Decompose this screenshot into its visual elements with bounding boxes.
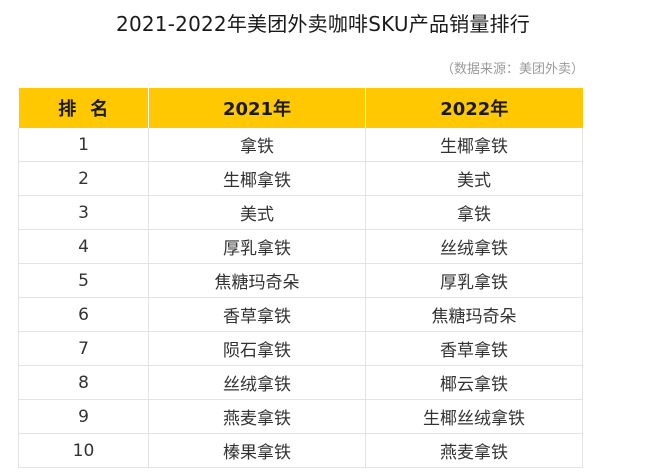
product-2022-cell: 椰云拿铁 — [365, 365, 583, 400]
rank-cell: 9 — [18, 399, 149, 434]
table-row: 5 焦糖玛奇朵 厚乳拿铁 — [18, 263, 583, 298]
table-row: 7 陨石拿铁 香草拿铁 — [18, 331, 583, 366]
header-row: 排名 2021年 2022年 — [18, 88, 583, 128]
data-source-note: （数据来源：美团外卖） — [440, 62, 584, 77]
rank-cell: 2 — [18, 161, 149, 196]
rank-cell: 7 — [18, 331, 149, 366]
product-2021-cell: 丝绒拿铁 — [148, 365, 366, 400]
product-2021-cell: 榛果拿铁 — [148, 433, 366, 468]
rank-cell: 6 — [18, 297, 149, 332]
page-title: 2021-2022年美团外卖咖啡SKU产品销量排行 — [116, 12, 530, 36]
product-2022-cell: 拿铁 — [365, 195, 583, 230]
product-2022-cell: 燕麦拿铁 — [365, 433, 583, 468]
product-2021-cell: 香草拿铁 — [148, 297, 366, 332]
table-row: 4 厚乳拿铁 丝绒拿铁 — [18, 229, 583, 264]
table-row: 2 生椰拿铁 美式 — [18, 161, 583, 196]
table-row: 1 拿铁 生椰拿铁 — [18, 128, 583, 162]
product-2022-cell: 生椰拿铁 — [365, 128, 583, 162]
product-2021-cell: 生椰拿铁 — [148, 161, 366, 196]
product-2022-cell: 厚乳拿铁 — [365, 263, 583, 298]
table-body: 1 拿铁 生椰拿铁 2 生椰拿铁 美式 3 美式 拿铁 4 厚乳拿铁 丝绒拿铁 5 焦糖玛奇朵 厚乳拿铁 6 香… — [18, 128, 583, 468]
column-header-2021: 2021年 — [148, 88, 366, 128]
product-2021-cell: 美式 — [148, 195, 366, 230]
product-2022-cell: 香草拿铁 — [365, 331, 583, 366]
rank-cell: 3 — [18, 195, 149, 230]
product-2021-cell: 燕麦拿铁 — [148, 399, 366, 434]
column-header-rank: 排名 — [18, 88, 149, 128]
table-row: 9 燕麦拿铁 生椰丝绒拿铁 — [18, 399, 583, 434]
rank-cell: 1 — [18, 128, 149, 162]
product-2022-cell: 美式 — [365, 161, 583, 196]
product-2021-cell: 焦糖玛奇朵 — [148, 263, 366, 298]
table-row: 8 丝绒拿铁 椰云拿铁 — [18, 365, 583, 400]
product-2021-cell: 厚乳拿铁 — [148, 229, 366, 264]
rank-cell: 8 — [18, 365, 149, 400]
product-2022-cell: 生椰丝绒拿铁 — [365, 399, 583, 434]
product-2021-cell: 拿铁 — [148, 128, 366, 162]
table-row: 6 香草拿铁 焦糖玛奇朵 — [18, 297, 583, 332]
product-2021-cell: 陨石拿铁 — [148, 331, 366, 366]
table-row: 10 榛果拿铁 燕麦拿铁 — [18, 433, 583, 468]
ranking-table: 排名 2021年 2022年 1 拿铁 生椰拿铁 2 生椰拿铁 美式 3 美式 拿铁 4 厚乳拿铁丝… — [18, 88, 583, 468]
table-header: 排名 2021年 2022年 — [18, 88, 583, 128]
table-row: 3 美式 拿铁 — [18, 195, 583, 230]
rank-cell: 5 — [18, 263, 149, 298]
product-2022-cell: 焦糖玛奇朵 — [365, 297, 583, 332]
product-2022-cell: 丝绒拿铁 — [365, 229, 583, 264]
rank-cell: 4 — [18, 229, 149, 264]
column-header-2022: 2022年 — [365, 88, 583, 128]
rank-cell: 10 — [18, 433, 149, 468]
